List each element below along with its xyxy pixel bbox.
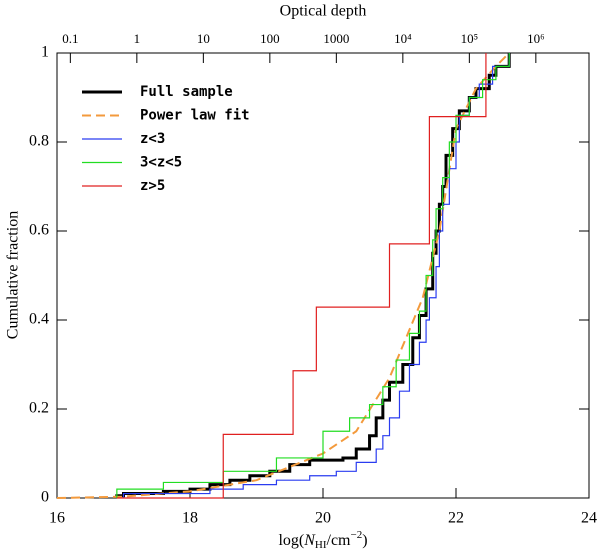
series-line (116, 53, 510, 498)
legend-label: Full sample (140, 84, 233, 100)
x-title-part: N (303, 532, 316, 549)
x-title-part: ) (362, 532, 367, 549)
x2-axis-title: Optical depth (280, 3, 367, 20)
x2-tick-label: 10⁶ (527, 31, 545, 46)
series-line (122, 53, 510, 498)
x-title-part: HI (315, 539, 327, 551)
x2-tick-label: 10⁵ (461, 31, 479, 46)
y-tick-label: 0 (41, 489, 49, 506)
y-tick-label: 0.6 (29, 222, 49, 239)
x2-tick-label: 100 (260, 31, 280, 46)
y-tick-label: 0.2 (29, 400, 49, 417)
x-axis-title: log(NHI/cm−2) (278, 529, 367, 551)
legend-label: 3<z<5 (140, 155, 182, 171)
x-title-part: log( (278, 532, 304, 549)
y-axis-title: Cumulative fraction (5, 211, 22, 339)
x2-tick-label: 1000 (323, 31, 349, 46)
series-line (116, 53, 487, 499)
x-tick-label: 18 (182, 510, 198, 527)
x-tick-label: 20 (315, 510, 331, 527)
y-tick-label: 0.4 (29, 311, 49, 328)
x-title-part: /cm (327, 532, 352, 549)
x2-tick-label: 10⁴ (394, 31, 412, 46)
series-line (56, 52, 510, 499)
legend-label: z>5 (140, 178, 165, 194)
x2-tick-label: 0.1 (62, 31, 78, 46)
legend-label: Power law fit (140, 108, 250, 124)
x-title-part: −2 (351, 529, 363, 541)
legend-label: z<3 (140, 131, 165, 147)
x-tick-label: 24 (581, 510, 597, 527)
x2-tick-label: 10 (197, 31, 210, 46)
y-tick-label: 1 (41, 44, 49, 61)
x-tick-label: 16 (49, 510, 65, 527)
y-tick-label: 0.8 (29, 133, 49, 150)
x-tick-label: 22 (448, 510, 464, 527)
x2-tick-label: 1 (134, 31, 141, 46)
